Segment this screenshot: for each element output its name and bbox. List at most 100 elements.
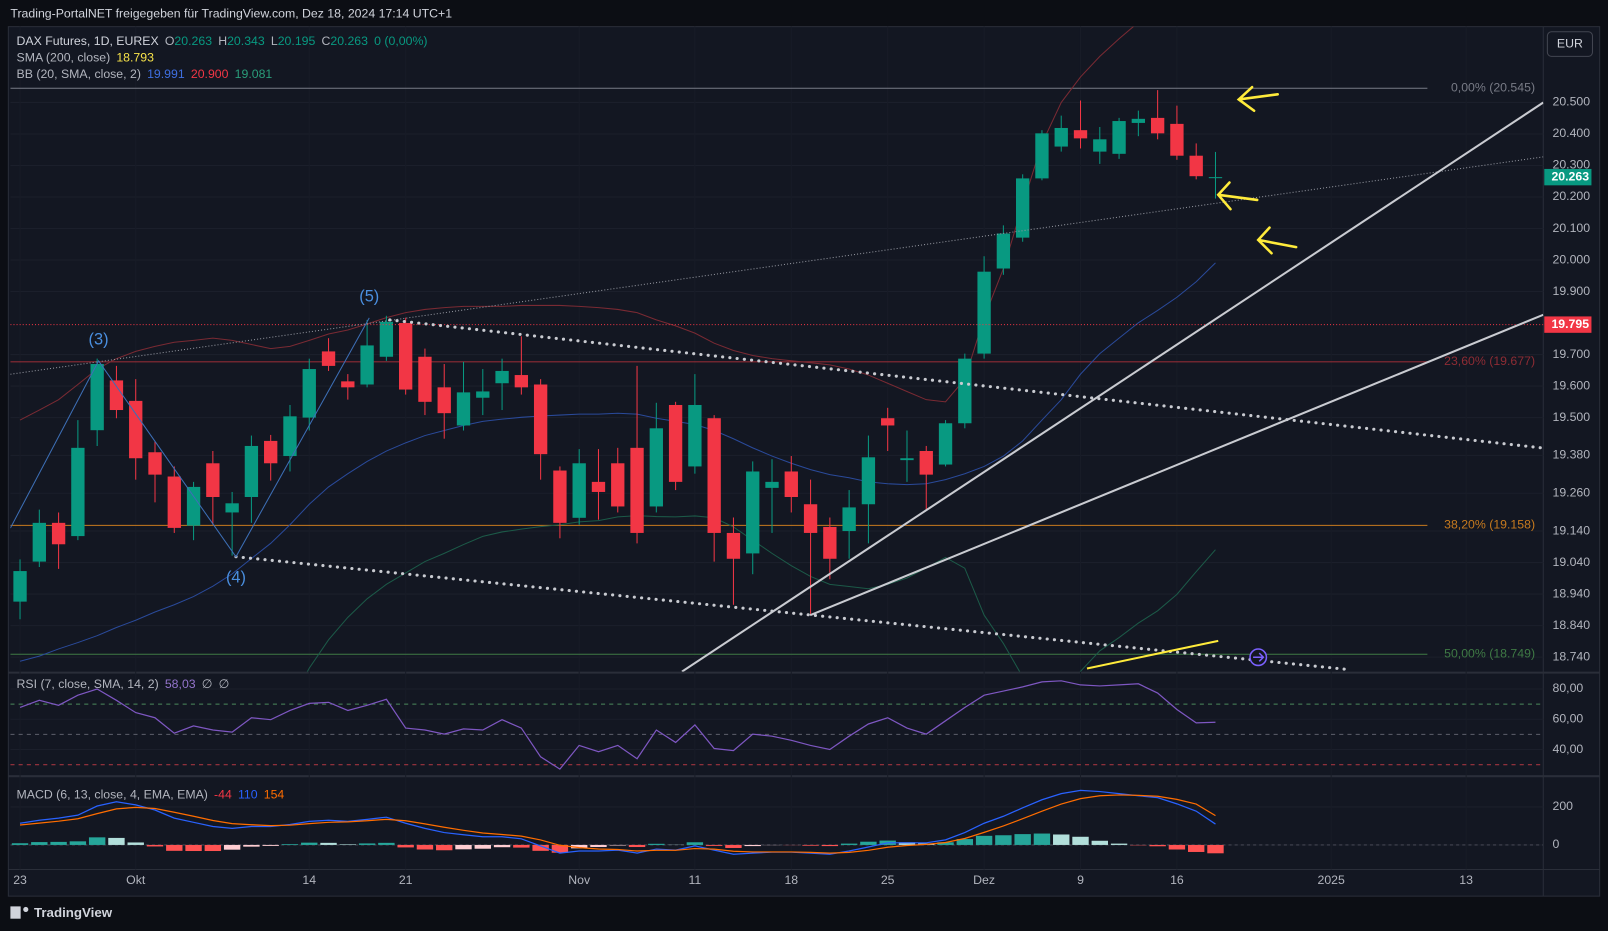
candle-body xyxy=(649,428,663,507)
indicator-value: 19.991 xyxy=(147,67,185,81)
candle-body xyxy=(996,233,1011,269)
histogram-bar xyxy=(1053,834,1070,845)
candle-body xyxy=(803,504,818,533)
indicator-label: RSI (7, close, SMA, 14, 2) xyxy=(17,677,159,691)
ohlc-value: 20.343 xyxy=(227,34,265,48)
histogram-bar xyxy=(31,842,48,845)
histogram-bar xyxy=(705,844,723,846)
x-tick-label: 9 xyxy=(1077,873,1084,887)
candle-body xyxy=(302,369,316,418)
indicator-label: SMA (200, close) xyxy=(17,51,111,65)
histogram-bar xyxy=(1207,844,1224,854)
candle-body xyxy=(418,356,432,402)
indicator-value: 18.793 xyxy=(116,51,154,65)
dotted-line xyxy=(388,318,1544,450)
rsi-pane xyxy=(10,680,1544,770)
histogram-bar xyxy=(11,843,29,845)
candle-body xyxy=(611,463,625,507)
candle-body xyxy=(51,522,66,545)
indicator-value: 58,03 xyxy=(165,677,196,691)
histogram-bar xyxy=(1110,843,1128,845)
indicator-value: 154 xyxy=(264,788,285,802)
x-tick-label: 13 xyxy=(1459,873,1473,887)
price-marker xyxy=(1544,316,1592,333)
histogram-bar xyxy=(146,844,164,847)
histogram-bar xyxy=(725,844,742,848)
indicator-value: 20.900 xyxy=(191,67,229,81)
candle-body xyxy=(1170,123,1184,156)
histogram-bar xyxy=(185,844,202,852)
indicator-value: -44 xyxy=(214,788,232,802)
x-tick-label: 18 xyxy=(784,873,798,887)
histogram-bar xyxy=(1187,844,1205,852)
candle-body xyxy=(746,471,760,554)
histogram-bar xyxy=(436,844,453,851)
histogram-bar xyxy=(204,844,222,852)
histogram-bar xyxy=(590,844,607,848)
candle-body xyxy=(861,457,876,505)
histogram-bar xyxy=(551,844,569,853)
histogram-bar xyxy=(127,842,144,845)
x-tick-label: 14 xyxy=(302,873,316,887)
histogram-bar xyxy=(570,844,588,849)
indicator-value: 19.081 xyxy=(235,67,273,81)
candle-body xyxy=(784,471,798,498)
candle-body xyxy=(1016,178,1030,238)
histogram-bar xyxy=(108,837,125,845)
candle-body xyxy=(765,481,779,488)
candle-body xyxy=(398,323,413,390)
candle-body xyxy=(572,463,586,518)
histogram-bar xyxy=(744,844,761,847)
candle-body xyxy=(1073,130,1088,139)
histogram-bar xyxy=(493,844,511,848)
candle-body xyxy=(109,380,124,411)
candle-body xyxy=(726,532,741,559)
legend-row: BB (20, SMA, close, 2) 19.991 20.900 19.081 xyxy=(17,67,273,81)
ohlc-value: 20.195 xyxy=(278,34,316,48)
legend-row: SMA (200, close) 18.793 xyxy=(17,51,155,65)
y-tick-label: 0 xyxy=(1552,837,1559,851)
fib-label: 23,60% (19.677) xyxy=(1444,354,1535,368)
indicator-value: ∅ xyxy=(219,677,230,691)
candle-body xyxy=(1208,177,1223,179)
y-tick-label: 19.260 xyxy=(1552,485,1590,499)
candle-body xyxy=(32,522,46,562)
candle-body xyxy=(514,375,529,388)
currency[interactable]: EUR xyxy=(1557,36,1583,50)
ohlc-key: O xyxy=(165,34,175,48)
candle-body xyxy=(167,476,181,528)
logo-icon xyxy=(10,906,21,919)
histogram-bar xyxy=(609,844,626,846)
candle-body xyxy=(1035,133,1049,179)
histogram-bar xyxy=(995,835,1012,845)
candle-body xyxy=(1150,117,1165,134)
header: Trading-PortalNET freigegeben für Tradin… xyxy=(10,7,452,21)
y-tick-label: 19.380 xyxy=(1552,448,1590,462)
candle-body xyxy=(977,271,991,354)
currency-button[interactable] xyxy=(1546,31,1593,57)
y-tick-label: 20.400 xyxy=(1552,126,1590,140)
candle-body xyxy=(1131,118,1146,123)
candle-body xyxy=(1112,121,1126,154)
candle-body xyxy=(1093,139,1107,152)
yellow-line xyxy=(1086,639,1219,670)
y-tick-label: 19.140 xyxy=(1552,523,1590,537)
fib-label: 38,20% (19.158) xyxy=(1444,518,1535,532)
histogram-bar xyxy=(840,843,858,845)
arrow xyxy=(1236,85,1279,113)
price-marker xyxy=(1544,168,1592,186)
histogram-bar xyxy=(166,844,183,851)
histogram-bar xyxy=(378,842,395,845)
candle-body xyxy=(71,447,85,537)
histogram-bar xyxy=(416,844,434,850)
candle-body xyxy=(553,470,567,523)
y-tick-label: 80,00 xyxy=(1552,681,1583,695)
histogram-bar xyxy=(397,844,414,848)
histogram-bar xyxy=(686,842,704,845)
logo-icon xyxy=(23,906,29,913)
drawings: (3) (4) (5) xyxy=(10,85,1544,672)
wave-label: (4) xyxy=(226,569,246,587)
legend-title: DAX Futures, 1D, EUREX xyxy=(17,34,159,48)
